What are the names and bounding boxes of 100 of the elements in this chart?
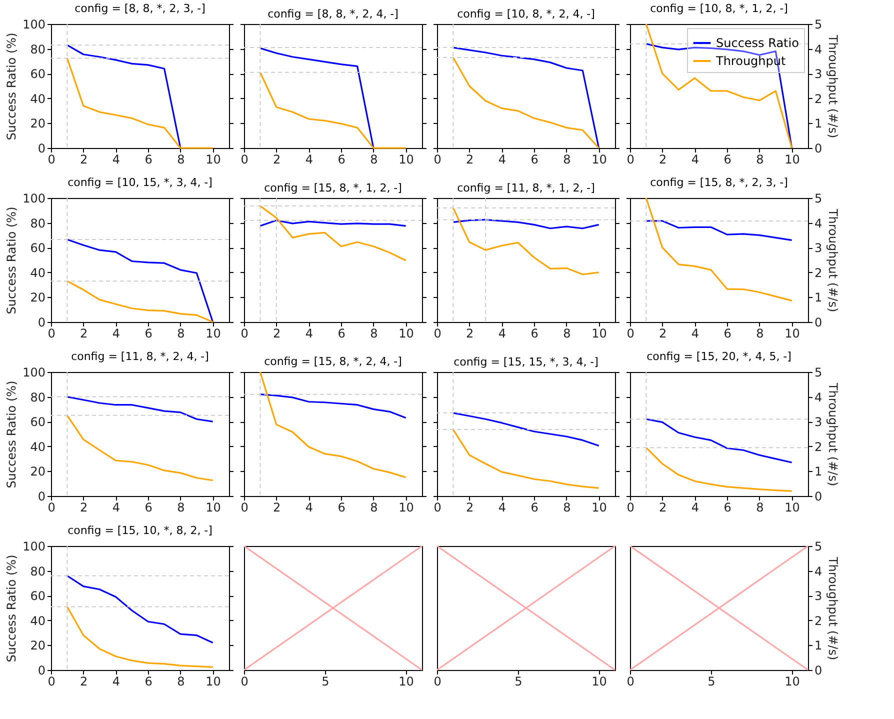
- y-tick-label: 20: [30, 638, 46, 653]
- x-tick-label: 4: [498, 326, 506, 340]
- y-tick-label: 100: [22, 540, 46, 554]
- x-tick-label: 10: [206, 500, 221, 514]
- y-axis-title: Success Ratio (%): [4, 206, 19, 314]
- x-tick-label: 10: [784, 152, 800, 166]
- x-tick-label: 2: [659, 152, 667, 166]
- x-tick-label: 6: [724, 500, 732, 514]
- y-axis-title: Success Ratio (%): [4, 32, 19, 140]
- x-tick-label: 4: [498, 500, 506, 514]
- x-tick-label: 8: [370, 500, 378, 514]
- x-tick-label: 0: [626, 152, 634, 166]
- y2-tick-label: 1: [814, 464, 822, 479]
- y2-tick-label: 2: [814, 92, 822, 106]
- y2-tick-label: 5: [814, 18, 822, 32]
- x-tick-label: 2: [80, 326, 88, 340]
- x-tick-label: 6: [338, 326, 346, 340]
- x-tick-label: 10: [206, 152, 221, 166]
- x-tick-label: 8: [563, 500, 571, 514]
- x-tick-label: 8: [563, 326, 571, 340]
- x-tick-label: 10: [592, 326, 607, 340]
- y2-tick-label: 1: [814, 290, 822, 305]
- x-tick-label: 0: [240, 674, 248, 688]
- x-tick-label: 10: [398, 152, 414, 166]
- y-tick-label: 0: [38, 316, 46, 330]
- y2-tick-label: 5: [814, 366, 822, 380]
- y-tick-label: 20: [30, 290, 46, 305]
- x-tick-label: 4: [498, 152, 506, 166]
- x-tick-label: 8: [177, 500, 185, 514]
- x-tick-label: 6: [530, 326, 538, 340]
- y2-tick-label: 0: [814, 490, 822, 504]
- x-tick-label: 0: [240, 152, 248, 166]
- x-tick-label: 8: [756, 326, 764, 340]
- x-tick-label: 0: [626, 674, 634, 688]
- y-tick-label: 40: [30, 440, 46, 454]
- chart-title: config = [15, 15, *, 3, 4, -]: [454, 356, 598, 368]
- x-tick-label: 10: [398, 500, 414, 514]
- legend-label: Success Ratio: [716, 36, 799, 50]
- x-tick-label: 6: [338, 500, 346, 514]
- y-tick-label: 60: [30, 67, 46, 82]
- x-tick-label: 0: [48, 674, 56, 688]
- x-tick-label: 8: [370, 326, 378, 340]
- x-tick-label: 6: [144, 152, 152, 166]
- chart-title: config = [10, 8, *, 1, 2, -]: [650, 2, 788, 15]
- y2-tick-label: 0: [814, 142, 822, 156]
- y2-tick-label: 2: [814, 614, 822, 628]
- x-tick-label: 5: [514, 674, 522, 688]
- x-tick-label: 8: [177, 152, 185, 166]
- x-tick-label: 6: [724, 326, 732, 340]
- y2-axis-title: Throughput (#/s): [826, 556, 840, 660]
- x-tick-label: 4: [691, 500, 700, 514]
- x-tick-label: 0: [434, 326, 442, 340]
- chart-title: config = [10, 15, *, 3, 4, -]: [68, 176, 212, 189]
- x-tick-label: 2: [80, 500, 88, 514]
- x-tick-label: 5: [322, 674, 330, 688]
- x-tick-label: 10: [592, 674, 607, 688]
- x-tick-label: 2: [273, 500, 281, 514]
- y2-tick-label: 2: [814, 440, 822, 454]
- x-tick-label: 4: [112, 152, 120, 166]
- x-tick-label: 10: [398, 326, 414, 340]
- x-tick-label: 8: [370, 152, 378, 166]
- x-tick-label: 10: [784, 674, 800, 688]
- y-tick-label: 80: [30, 216, 46, 230]
- x-tick-label: 10: [784, 500, 800, 514]
- x-tick-label: 2: [466, 152, 474, 166]
- x-tick-label: 8: [177, 674, 185, 688]
- x-tick-label: 5: [708, 674, 716, 688]
- x-tick-label: 0: [48, 152, 56, 166]
- x-tick-label: 6: [530, 152, 538, 166]
- y2-tick-label: 3: [814, 415, 822, 430]
- chart-title: config = [11, 8, *, 1, 2, -]: [457, 182, 595, 194]
- y-tick-label: 60: [30, 241, 46, 256]
- chart-title: config = [10, 8, *, 2, 4, -]: [457, 8, 595, 20]
- x-tick-label: 10: [206, 674, 221, 688]
- x-tick-label: 10: [398, 674, 414, 688]
- y-tick-label: 0: [38, 490, 46, 504]
- y2-tick-label: 4: [814, 390, 822, 404]
- y-tick-label: 40: [30, 266, 46, 280]
- x-tick-label: 10: [784, 326, 800, 340]
- y-tick-label: 20: [30, 464, 46, 479]
- x-tick-label: 6: [144, 326, 152, 340]
- chart-title: config = [11, 8, *, 2, 4, -]: [71, 350, 209, 363]
- x-tick-label: 0: [626, 326, 634, 340]
- chart-title: config = [8, 8, *, 2, 4, -]: [268, 8, 398, 20]
- x-tick-label: 2: [273, 152, 281, 166]
- x-tick-label: 2: [659, 326, 667, 340]
- y-tick-label: 0: [38, 664, 46, 678]
- x-tick-label: 0: [48, 326, 56, 340]
- y2-tick-label: 5: [814, 192, 822, 206]
- x-tick-label: 6: [144, 500, 152, 514]
- x-tick-label: 2: [80, 674, 88, 688]
- y-tick-label: 40: [30, 92, 46, 106]
- x-tick-label: 10: [592, 500, 607, 514]
- x-tick-label: 0: [434, 152, 442, 166]
- y2-tick-label: 1: [814, 116, 822, 131]
- chart-title: config = [15, 8, *, 1, 2, -]: [264, 182, 402, 194]
- y-tick-label: 80: [30, 42, 46, 56]
- y2-axis-title: Throughput (#/s): [826, 208, 840, 312]
- x-tick-label: 6: [144, 674, 152, 688]
- y-tick-label: 100: [22, 18, 46, 32]
